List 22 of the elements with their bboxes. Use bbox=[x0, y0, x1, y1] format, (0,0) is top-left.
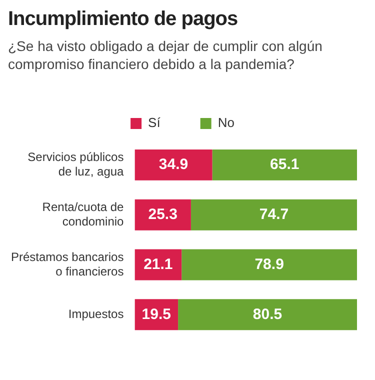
y-tick-label: Préstamos bancarios o financieros bbox=[11, 250, 124, 278]
data-label: 74.7 bbox=[259, 206, 289, 223]
chart-subtitle: ¿Se ha visto obligado a dejar de cumplir con algún compromiso financiero debido a la pandemia? bbox=[8, 37, 324, 73]
chart-title: Incumplimiento de pagos bbox=[8, 8, 239, 31]
bar bbox=[134, 199, 191, 230]
y-tick-label: Impuestos bbox=[68, 306, 124, 321]
data-label: 19.5 bbox=[142, 306, 171, 323]
bar bbox=[178, 299, 357, 330]
bar bbox=[212, 149, 357, 180]
data-label: 65.1 bbox=[270, 156, 300, 174]
y-tick-label: Renta/cuota de condominio bbox=[42, 200, 124, 228]
legend-label: No bbox=[218, 115, 234, 130]
data-label: 80.5 bbox=[252, 306, 282, 323]
data-label: 25.3 bbox=[148, 206, 178, 223]
bar bbox=[182, 249, 357, 280]
data-label: 34.9 bbox=[158, 156, 188, 174]
legend-label: Sí bbox=[148, 115, 161, 130]
bar bbox=[190, 199, 357, 230]
data-label: 21.1 bbox=[144, 256, 173, 273]
data-label: 78.9 bbox=[254, 256, 284, 273]
y-tick-label: Servicios públicos de luz, agua bbox=[28, 150, 124, 178]
bar bbox=[134, 149, 212, 180]
